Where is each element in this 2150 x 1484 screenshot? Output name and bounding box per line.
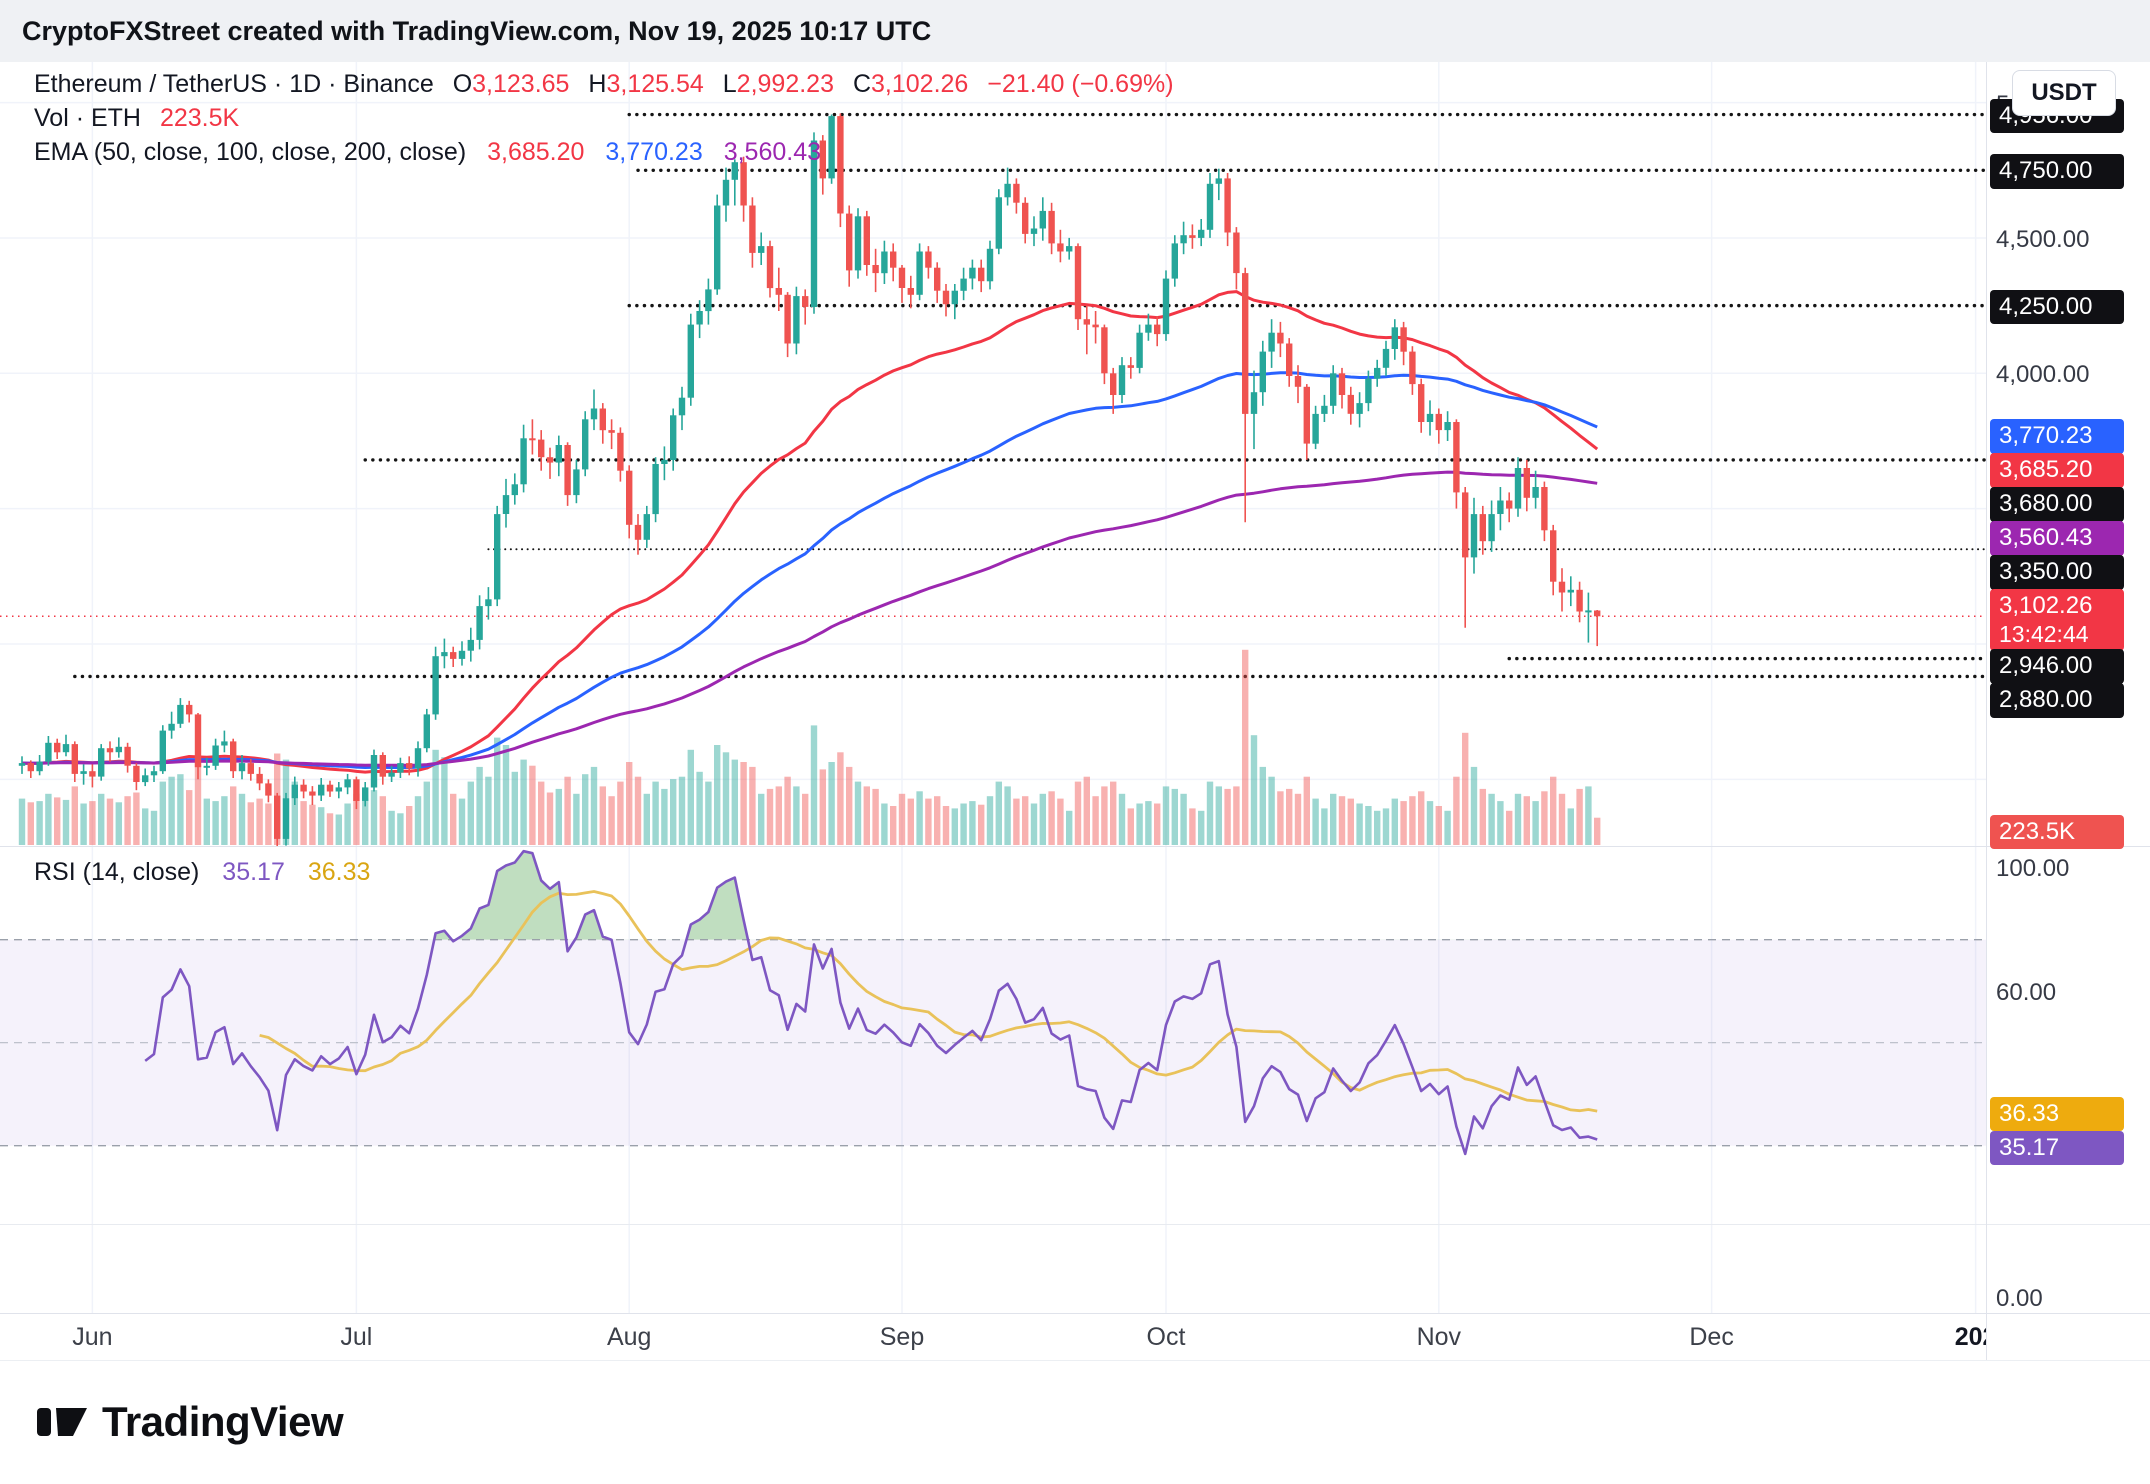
time-axis-label: Sep <box>879 1323 925 1351</box>
rsi-axis-label: 28.00 <box>1996 1144 2057 1171</box>
price-axis-label: 3,250.00 <box>1996 564 2090 592</box>
time-axis-separator <box>0 1313 2150 1314</box>
rsi-axis-badge: 35.17 <box>1990 1131 2124 1166</box>
time-axis-label: Oct <box>1146 1323 1186 1351</box>
time-axis-label: Jul <box>340 1323 373 1351</box>
rsi-chart-pane[interactable] <box>0 847 1986 1318</box>
price-chart-pane[interactable] <box>0 62 1988 853</box>
rsi-axis-label: 60.00 <box>1996 979 2057 1007</box>
attribution-header: CryptoFXStreet created with TradingView.… <box>0 0 2150 62</box>
tradingview-logo-icon <box>37 1408 87 1436</box>
chart-bottom-border <box>0 1360 2150 1361</box>
price-axis-badge: 3,770.23 <box>1990 419 2124 454</box>
tradingview-wordmark: TradingView <box>102 1398 344 1445</box>
price-axis-badge: 4,750.00 <box>1990 154 2124 189</box>
price-axis-label: 4,000.00 <box>1996 361 2090 389</box>
rsi-axis-badge: 36.33 <box>1990 1097 2124 1132</box>
price-axis-badge: 2,880.00 <box>1990 683 2124 718</box>
rsi-axis-label: 100.00 <box>1996 855 2070 882</box>
rsi-sub-separator <box>0 1224 2150 1225</box>
pane-separator[interactable] <box>0 846 2150 847</box>
price-axis-badge: 2,946.00 <box>1990 649 2124 684</box>
time-axis-label: Aug <box>606 1323 652 1351</box>
time-axis-label: 202 <box>1954 1323 1986 1351</box>
attribution-text: CryptoFXStreet created with TradingView.… <box>22 15 932 46</box>
tradingview-footer[interactable]: TradingView <box>36 1398 344 1446</box>
price-scale-border <box>1986 62 1987 1360</box>
price-axis-badge: 3,350.00 <box>1990 555 2124 590</box>
rsi-axis-label: 0.00 <box>1996 1285 2043 1312</box>
price-axis-badge: 3,102.26 13:42:44 <box>1990 589 2124 651</box>
price-axis-label: 4,500.00 <box>1996 225 2090 253</box>
time-axis-label: Nov <box>1416 1323 1462 1351</box>
price-axis-badge: 3,685.20 <box>1990 453 2124 488</box>
time-scale[interactable]: Jun Jul Aug Sep Oct Nov Dec 202 <box>0 1313 1986 1360</box>
currency-toggle-button[interactable]: USDT <box>2012 70 2116 116</box>
price-axis-badge: 3,560.43 <box>1990 521 2124 556</box>
time-axis-label: Dec <box>1689 1323 1734 1351</box>
price-axis-badge: 223.5K <box>1990 815 2124 850</box>
price-axis-badge: 4,250.00 <box>1990 289 2124 324</box>
price-axis-badge: 3,680.00 <box>1990 487 2124 522</box>
time-axis-label: Jun <box>72 1323 113 1351</box>
